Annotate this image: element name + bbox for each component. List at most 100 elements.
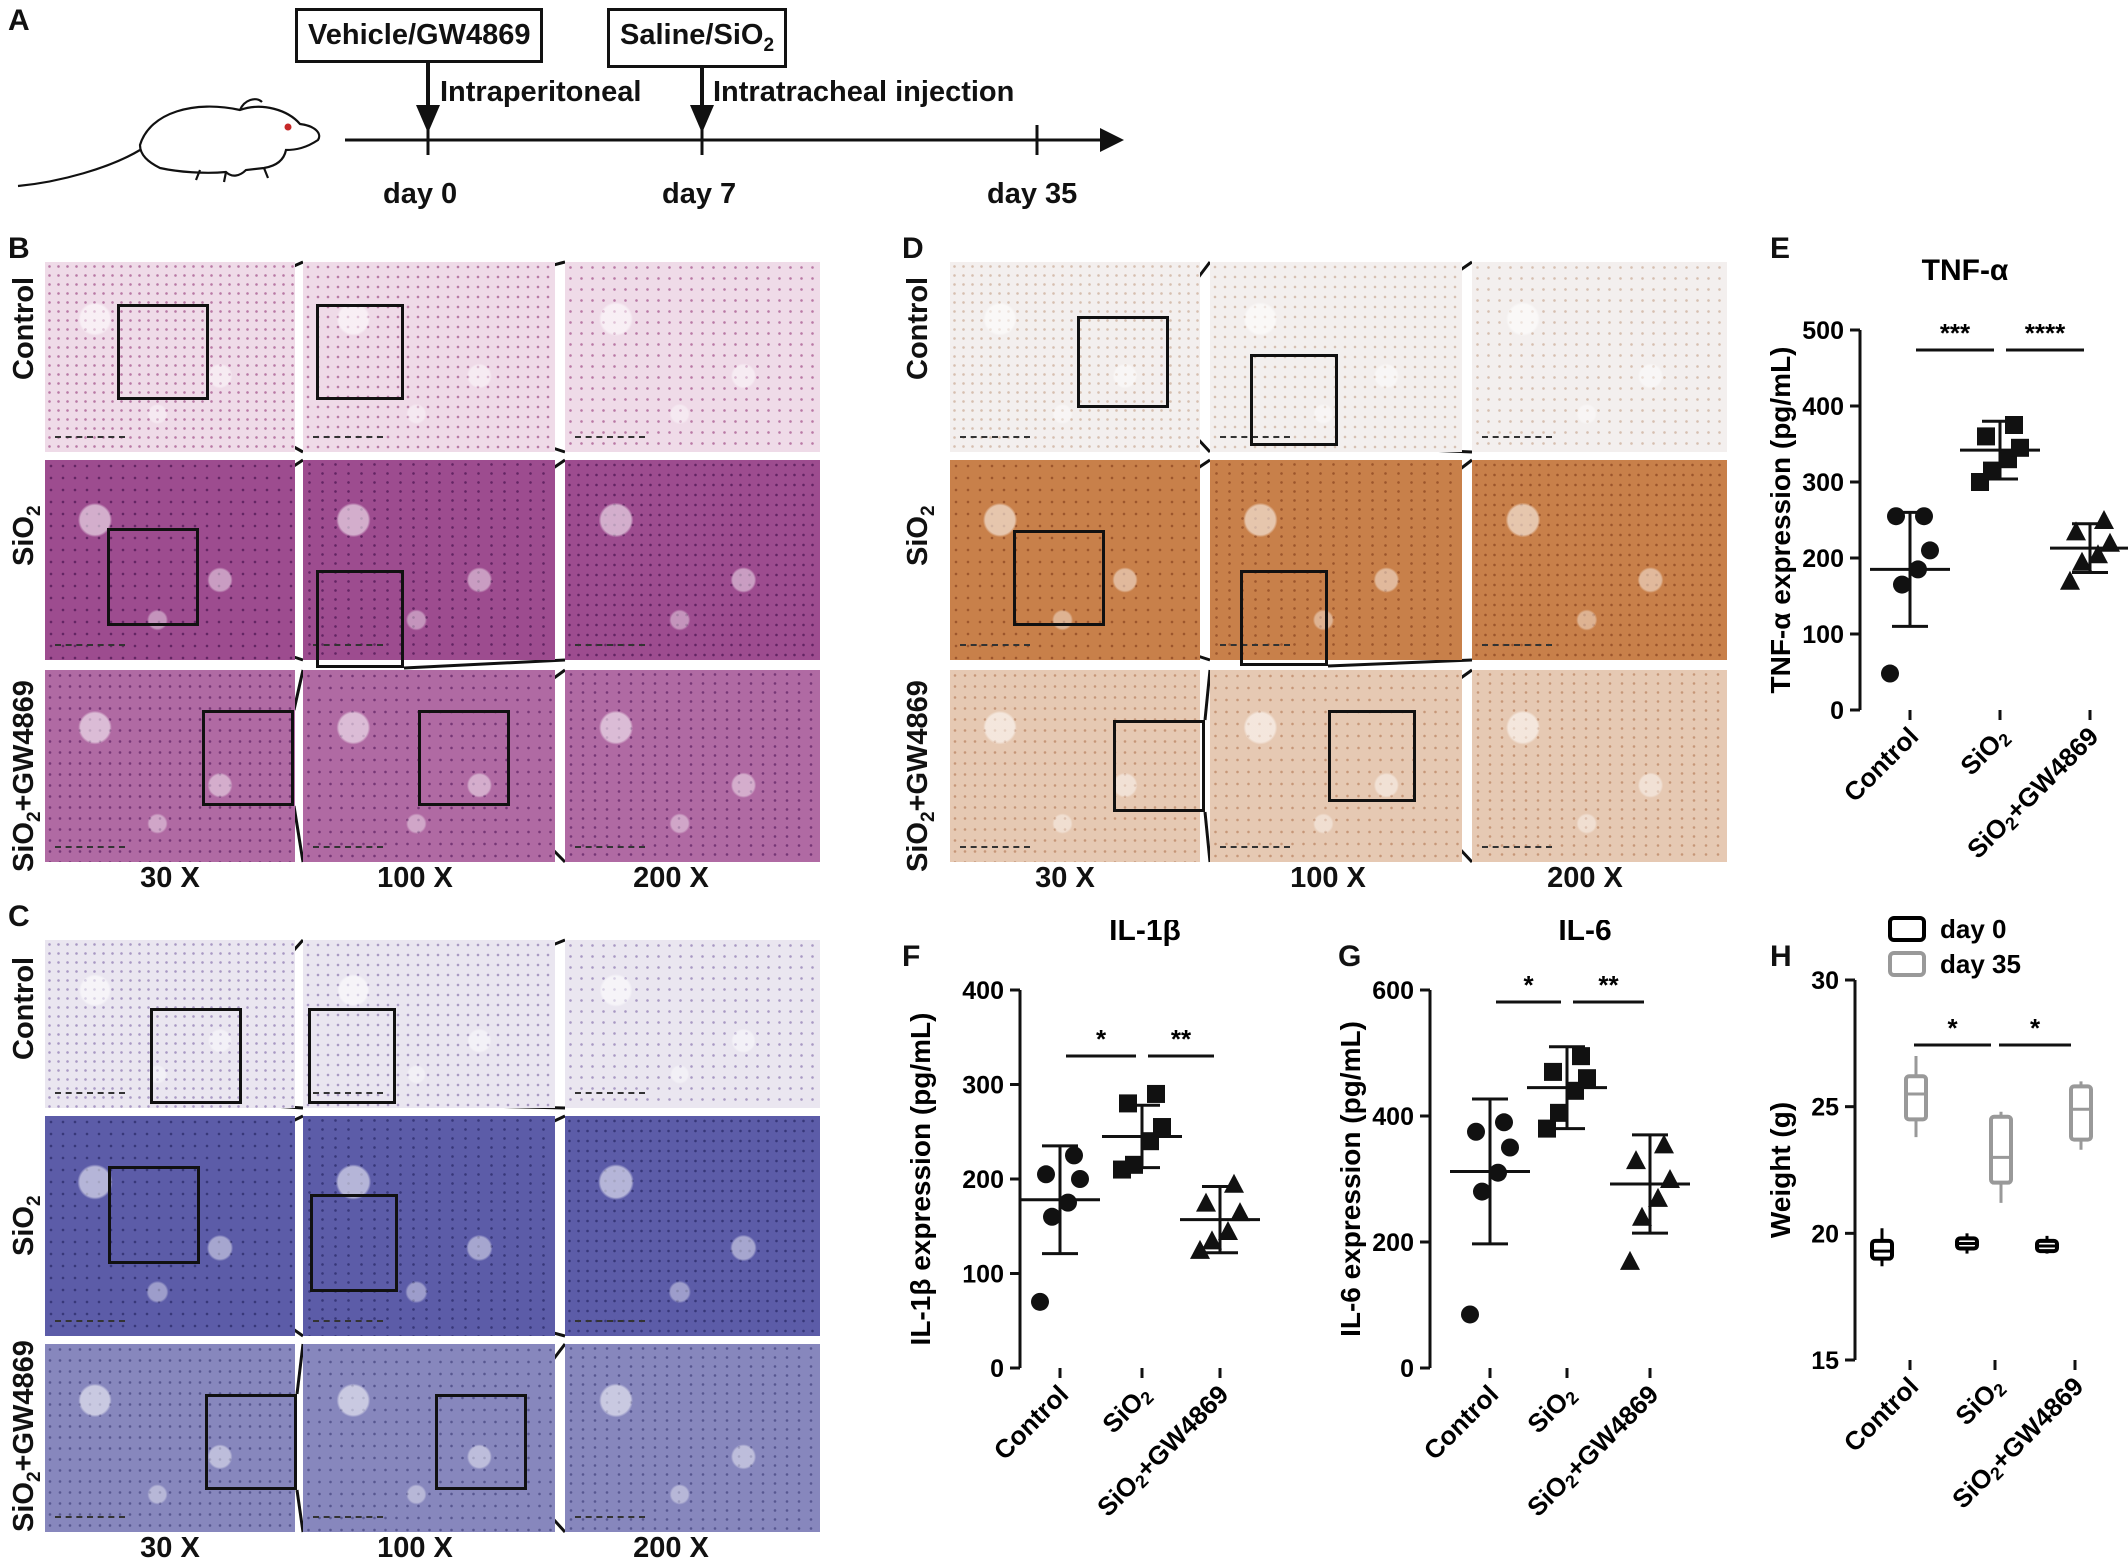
zoom-region-box <box>107 528 199 626</box>
data-point <box>2100 532 2120 552</box>
box <box>1904 1074 1928 1122</box>
row-label-sio2: SiO2 <box>902 505 939 566</box>
scale-bar <box>55 1516 125 1522</box>
data-point <box>1473 1182 1491 1201</box>
data-point <box>1887 507 1905 526</box>
y-tick-label: 400 <box>1372 1103 1414 1131</box>
scale-bar <box>313 1092 383 1098</box>
y-tick-label: 300 <box>1802 469 1844 497</box>
he-tile <box>45 670 295 862</box>
data-point <box>1043 1207 1061 1226</box>
scale-bar <box>313 1516 383 1522</box>
y-tick-label: 100 <box>1802 621 1844 649</box>
scale-bar <box>55 846 125 852</box>
significance-label: * <box>1523 970 1534 1000</box>
masson-tile <box>565 940 820 1108</box>
row-label-control: Control <box>8 276 40 380</box>
data-point <box>1065 1146 1083 1165</box>
data-point <box>1495 1113 1513 1132</box>
ihc-tile <box>950 460 1200 660</box>
data-point <box>1881 664 1899 683</box>
data-point <box>2088 544 2108 564</box>
panel-letter-b: B <box>8 232 30 265</box>
zoom-region-box <box>202 710 294 806</box>
data-point <box>2060 570 2080 590</box>
route-intraperitoneal: Intraperitoneal <box>440 76 642 108</box>
chart-il-1beta: IL-1β IL-1β expression (pg/mL) 0 100 200 300 4… <box>905 920 1260 1524</box>
data-point <box>1921 541 1939 560</box>
scale-bar <box>1482 644 1552 650</box>
scale-bar <box>1220 846 1290 852</box>
magnification-label: 100 X <box>377 862 453 894</box>
y-axis-label: IL-1β expression (pg/mL) <box>905 1013 936 1346</box>
data-point <box>1648 1187 1668 1207</box>
chart-tnf-alpha: TNF-α TNF-α expression (pg/mL) 0 100 200 300 4… <box>1765 254 2128 866</box>
zoom-region-box <box>310 1194 398 1292</box>
zoom-region-box <box>117 304 209 400</box>
scale-bar <box>1220 644 1290 650</box>
x-tick-label: Control <box>1418 1379 1505 1466</box>
ihc-tile <box>1472 670 1727 862</box>
significance-label: *** <box>1940 318 1971 348</box>
data-point <box>1501 1138 1519 1157</box>
he-tile <box>303 460 555 660</box>
chart-title: TNF-α <box>1922 254 2009 287</box>
magnification-label: 200 X <box>633 862 709 894</box>
ihc-tile <box>1210 670 1462 862</box>
data-point <box>1538 1119 1556 1138</box>
masson-tile <box>565 1344 820 1532</box>
masson-tile <box>45 1116 295 1336</box>
masson-tile <box>565 1116 820 1336</box>
data-point <box>1467 1122 1485 1141</box>
y-tick-label: 600 <box>1372 977 1414 1005</box>
y-axis-label: TNF-α expression (pg/mL) <box>1765 346 1796 693</box>
data-point <box>1893 575 1911 594</box>
x-tick-label: SiO2 <box>1949 1371 2010 1432</box>
masson-tile <box>303 1344 555 1532</box>
scale-bar <box>313 846 383 852</box>
data-point <box>1141 1132 1159 1151</box>
y-tick-label: 200 <box>962 1166 1004 1194</box>
data-point <box>2066 521 2086 541</box>
mouse-eye-icon <box>284 123 292 131</box>
zoom-region-box <box>1328 710 1416 802</box>
data-point <box>1489 1163 1507 1182</box>
scale-bar <box>1482 846 1552 852</box>
data-point <box>1909 560 1927 579</box>
data-point <box>1031 1292 1049 1311</box>
significance-label: ** <box>1171 1024 1192 1054</box>
x-tick-label: SiO2 <box>1096 1379 1157 1440</box>
scale-bar <box>575 846 645 852</box>
scale-bar <box>1482 436 1552 442</box>
legend-swatch <box>1888 916 1926 942</box>
chart-title: IL-6 <box>1558 920 1611 947</box>
data-point <box>1578 1069 1596 1088</box>
data-point <box>1037 1165 1055 1184</box>
y-tick-label: 500 <box>1802 317 1844 345</box>
significance-label: * <box>1096 1024 1107 1054</box>
zoom-region-box <box>316 570 404 668</box>
zoom-region-box <box>435 1394 527 1490</box>
box <box>1989 1114 2013 1185</box>
zoom-region-box <box>1013 530 1105 626</box>
masson-tile <box>303 940 555 1108</box>
scale-bar <box>575 436 645 442</box>
masson-tile <box>45 1344 295 1532</box>
magnification-label: 30 X <box>140 1532 200 1562</box>
magnification-label: 100 X <box>377 1532 453 1562</box>
data-point <box>1230 1202 1250 1222</box>
zoom-connector-line <box>292 805 305 863</box>
magnification-label: 30 X <box>140 862 200 894</box>
scale-bar <box>960 846 1030 852</box>
masson-tile <box>303 1116 555 1336</box>
data-point <box>1071 1170 1089 1188</box>
legend-label: day 0 <box>1940 914 2007 944</box>
scale-bar <box>55 1092 125 1098</box>
route-intratracheal: Intratracheal injection <box>713 76 1015 108</box>
y-tick-label: 30 <box>1811 967 1839 995</box>
y-tick-label: 0 <box>1830 697 1844 725</box>
he-tile <box>303 262 555 452</box>
y-tick-label: 400 <box>962 977 1004 1005</box>
data-point <box>2005 416 2023 434</box>
x-tick-label: Control <box>1838 721 1925 808</box>
